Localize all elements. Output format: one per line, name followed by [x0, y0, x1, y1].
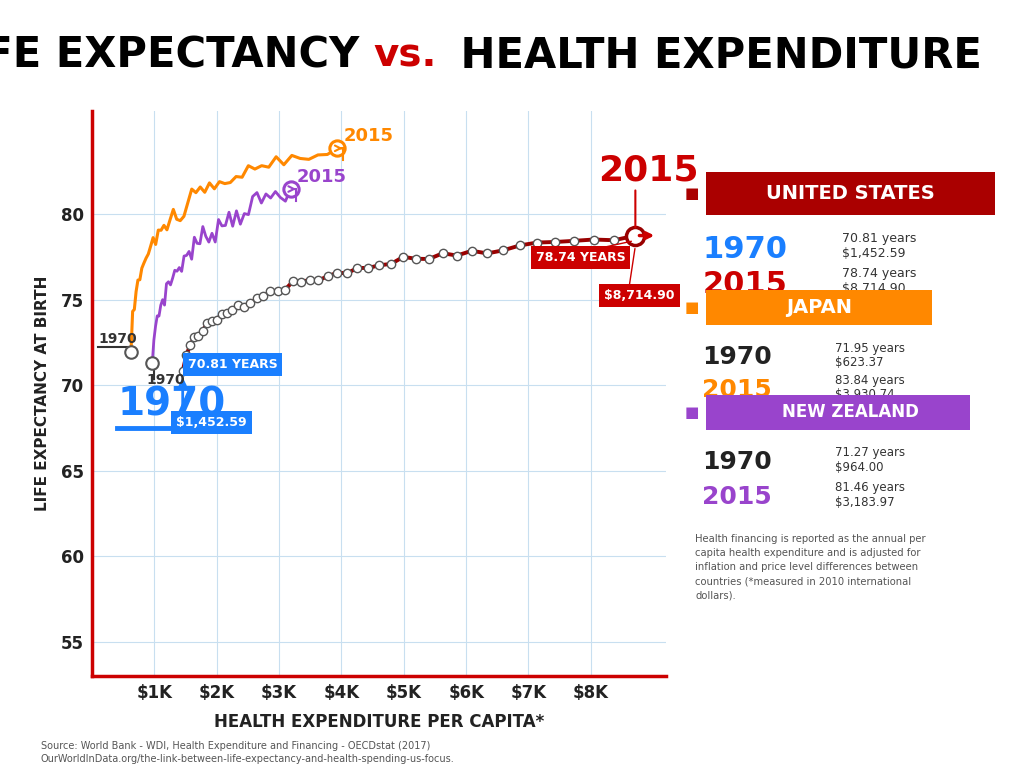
Text: 2015: 2015	[702, 270, 787, 300]
Text: 1970: 1970	[702, 450, 772, 474]
Text: $8,714.90: $8,714.90	[604, 289, 675, 302]
Text: ■: ■	[685, 186, 699, 201]
Text: $3,183.97: $3,183.97	[835, 496, 894, 509]
Text: 78.74 years: 78.74 years	[842, 266, 915, 280]
Text: $3,930.74: $3,930.74	[835, 388, 894, 401]
Text: $8,714.90: $8,714.90	[842, 282, 905, 295]
Text: Source: World Bank - WDI, Health Expenditure and Financing - OECDstat (2017)
Our: Source: World Bank - WDI, Health Expendi…	[41, 741, 455, 764]
Text: vs.: vs.	[374, 37, 437, 74]
Text: UNITED STATES: UNITED STATES	[766, 184, 935, 203]
Text: 83.84 years: 83.84 years	[835, 374, 904, 387]
Text: $1,452.59: $1,452.59	[842, 247, 905, 260]
Text: 2015: 2015	[702, 485, 772, 509]
Text: 2015: 2015	[598, 154, 698, 188]
Text: 78.74 YEARS: 78.74 YEARS	[536, 251, 626, 264]
Text: 2015: 2015	[702, 378, 772, 402]
Text: 1970: 1970	[98, 332, 136, 346]
Text: 81.46 years: 81.46 years	[835, 482, 904, 495]
Text: 70.81 YEARS: 70.81 YEARS	[187, 358, 278, 371]
Text: $1,452.59: $1,452.59	[176, 416, 247, 429]
Text: 1970: 1970	[117, 386, 225, 424]
Y-axis label: LIFE EXPECTANCY AT BIRTH: LIFE EXPECTANCY AT BIRTH	[35, 276, 49, 511]
Text: $623.37: $623.37	[835, 356, 883, 369]
Text: ■: ■	[685, 300, 699, 315]
Text: ■: ■	[685, 405, 699, 419]
Bar	[706, 395, 971, 429]
Text: 2015: 2015	[297, 168, 347, 186]
Text: HEALTH EXPENDITURE: HEALTH EXPENDITURE	[446, 35, 982, 77]
Text: 1970: 1970	[702, 235, 787, 264]
Bar	[706, 290, 932, 325]
Text: 1970: 1970	[146, 372, 184, 387]
Text: JAPAN: JAPAN	[785, 298, 852, 316]
Text: 70.81 years: 70.81 years	[842, 232, 915, 245]
Bar	[706, 172, 994, 215]
Text: Health financing is reported as the annual per
capita health expenditure and is : Health financing is reported as the annu…	[695, 535, 926, 601]
Text: $964.00: $964.00	[835, 462, 883, 475]
Text: LIFE EXPECTANCY: LIFE EXPECTANCY	[0, 35, 374, 77]
Text: 71.95 years: 71.95 years	[835, 342, 904, 355]
X-axis label: HEALTH EXPENDITURE PER CAPITA*: HEALTH EXPENDITURE PER CAPITA*	[214, 713, 544, 731]
Text: 2015: 2015	[343, 127, 393, 145]
Text: NEW ZEALAND: NEW ZEALAND	[781, 403, 919, 421]
Text: 71.27 years: 71.27 years	[835, 446, 904, 459]
Text: 1970: 1970	[702, 345, 772, 369]
